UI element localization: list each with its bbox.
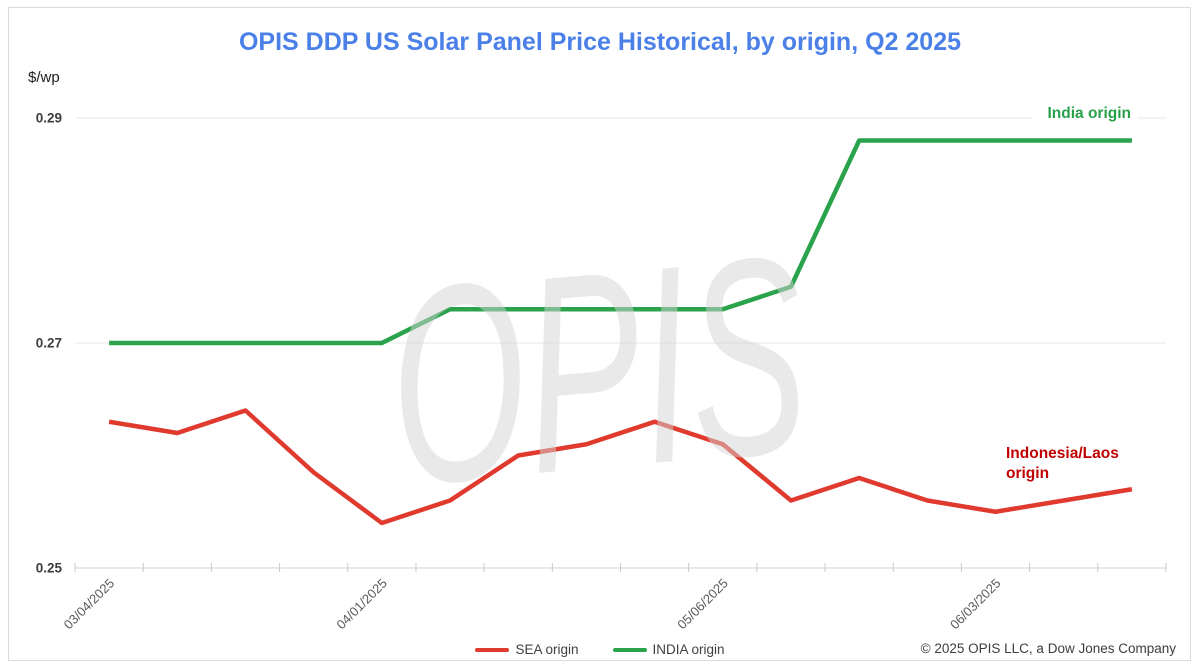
y-tick-label-0.29: 0.29 (36, 111, 62, 126)
chart-legend: SEA origin INDIA origin (0, 642, 1200, 657)
legend-label-india-origin: INDIA origin (652, 642, 725, 657)
annotation-backdrop (1032, 102, 1138, 123)
annotation-indonesia-laos-origin-line1: Indonesia/Laos (1006, 445, 1119, 462)
x-tick-label-03-04-2025: 03/04/2025 (61, 576, 118, 633)
chart-title: OPIS DDP US Solar Panel Price Historical… (238, 28, 962, 56)
annotation-indonesia-laos-origin-line2: origin (1006, 465, 1049, 482)
x-tick-label-06-03-2025: 06/03/2025 (947, 576, 1004, 633)
x-tick-label-04-01-2025: 04/01/2025 (333, 576, 390, 633)
x-tick-label-05-06-2025: 05/06/2025 (674, 576, 731, 633)
annotation-india-origin: India origin (1047, 105, 1131, 122)
y-tick-label-0.25: 0.25 (36, 561, 63, 576)
y-axis-unit-label: $/wp (28, 69, 60, 86)
india-origin-line-swatch (612, 647, 647, 652)
series-line-india-origin (109, 138, 1132, 346)
sea-origin-line-swatch (475, 647, 510, 652)
legend-label-sea-origin: SEA origin (515, 642, 579, 657)
legend-item-india-origin: INDIA origin (612, 642, 725, 657)
y-tick-label-0.27: 0.27 (36, 336, 62, 351)
series-line-sea-origin (108, 408, 1133, 526)
copyright-notice: © 2025 OPIS LLC, a Dow Jones Company (920, 641, 1176, 656)
legend-item-sea-origin: SEA origin (475, 642, 579, 657)
opis-watermark: OPIS (377, 197, 817, 544)
